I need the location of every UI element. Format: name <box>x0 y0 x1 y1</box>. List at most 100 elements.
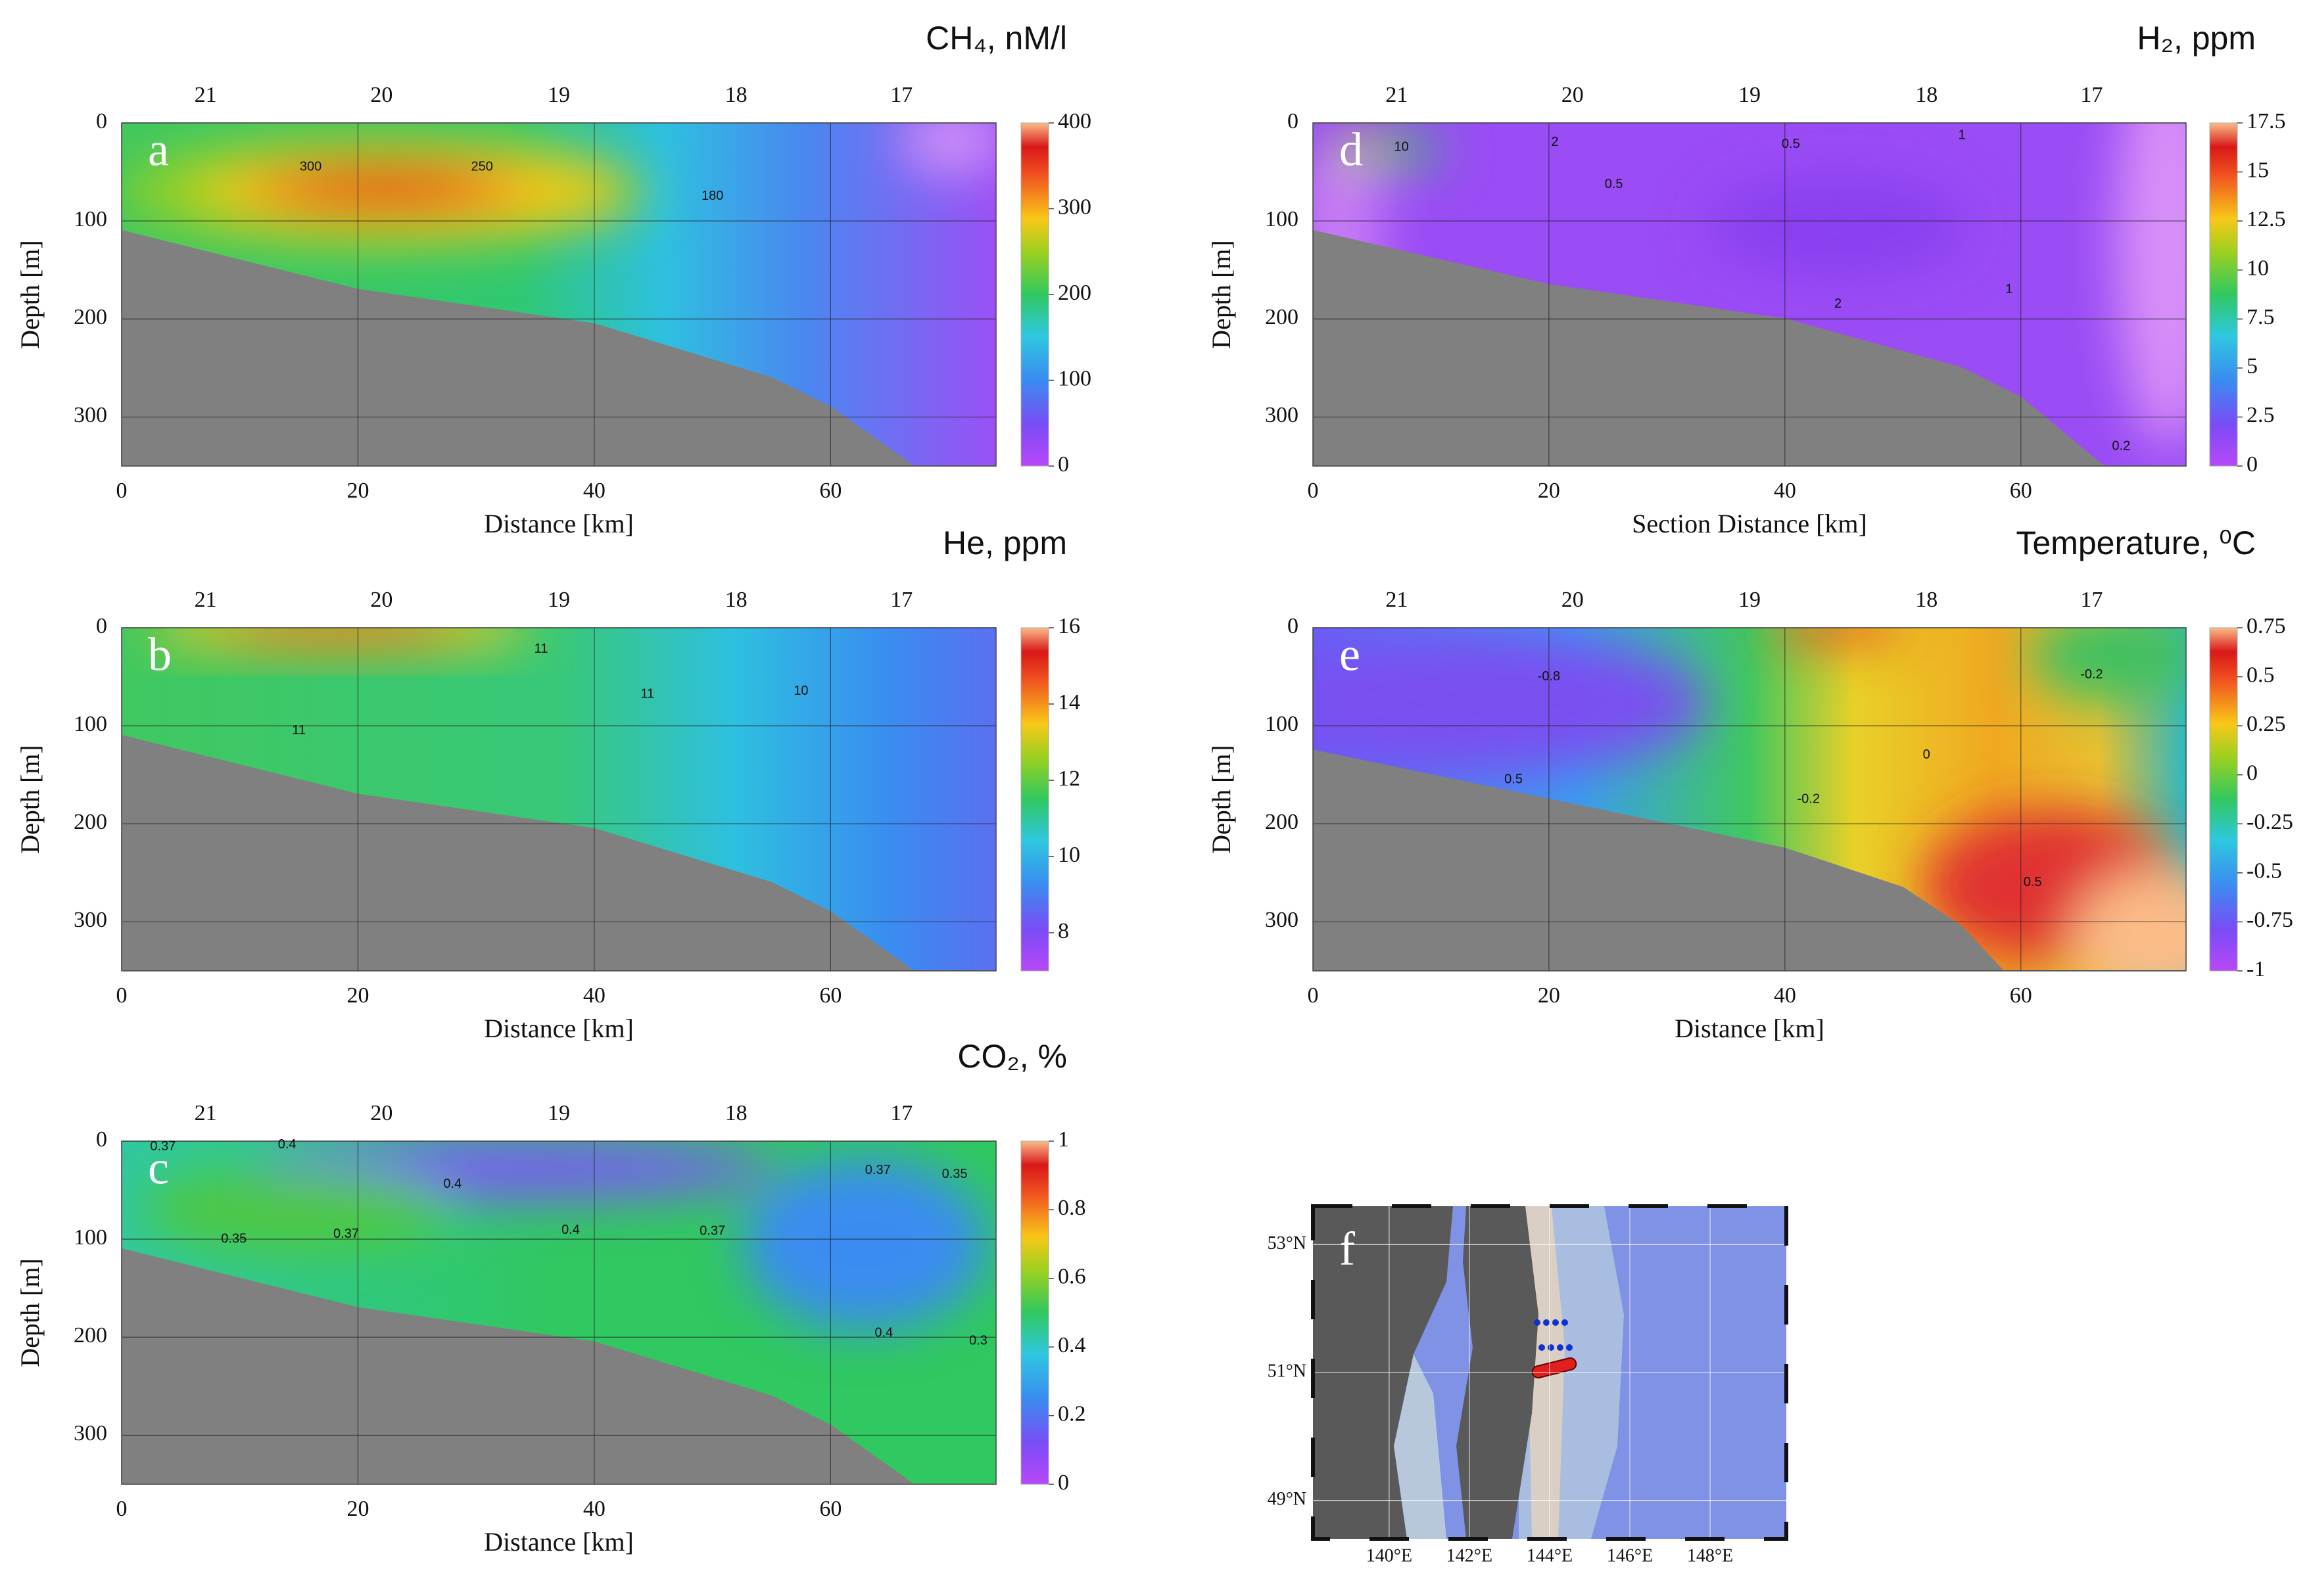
colorbar <box>1020 1140 1049 1485</box>
contour-label: 11 <box>535 642 548 656</box>
contour-label: 10 <box>1394 140 1408 154</box>
contour-label: 1 <box>1958 128 1965 143</box>
y-axis-label: Depth [m] <box>15 240 45 349</box>
x-axis-label: Section Distance [km] <box>1632 509 1867 538</box>
field-blob <box>1330 141 1383 159</box>
contour-label: 0.5 <box>1605 177 1623 191</box>
contour-label: 0.35 <box>221 1231 247 1246</box>
contour-label: 0.5 <box>2024 875 2042 889</box>
y-tick-label: 300 <box>1265 908 1298 932</box>
colorbar-tick-label: -1 <box>2247 957 2265 981</box>
field-blob <box>2028 628 2186 703</box>
y-axis-label: Depth [m] <box>15 1258 45 1367</box>
station-label: 18 <box>725 83 748 107</box>
station-label: 17 <box>890 588 913 612</box>
contour-label: 250 <box>471 159 492 174</box>
y-tick-label: 0 <box>96 109 107 133</box>
colorbar-tick-label: 200 <box>1058 281 1091 305</box>
station-label: 17 <box>890 1101 913 1125</box>
colorbar-tick-label: 0 <box>2247 761 2258 786</box>
station-label: 20 <box>1561 83 1584 107</box>
colorbar <box>2209 627 2238 972</box>
colorbar <box>2209 122 2238 467</box>
field-blob <box>1767 628 1907 642</box>
x-tick-label: 20 <box>1538 983 1560 1008</box>
colorbar <box>1020 627 1049 972</box>
y-tick-label: 0 <box>1287 109 1298 133</box>
y-tick-label: 100 <box>74 207 107 231</box>
x-axis-label: Distance [km] <box>1675 1014 1824 1043</box>
y-tick-label: 300 <box>1265 403 1298 427</box>
lat-tick-label: 49°N <box>1268 1489 1306 1509</box>
station-label: 21 <box>195 588 217 612</box>
contour-label: 180 <box>702 189 723 203</box>
field-blobs <box>139 1141 988 1330</box>
station-dot <box>1538 1344 1545 1351</box>
colorbar-tick-label: 10 <box>2247 256 2269 281</box>
y-axis-label: Depth [m] <box>1206 240 1236 349</box>
colorbar-tick-label: 400 <box>1058 109 1091 133</box>
x-tick-label: 60 <box>819 1497 842 1521</box>
x-tick-label: 60 <box>819 983 842 1008</box>
contour-label: 10 <box>794 684 808 698</box>
contour-label: 0.3 <box>969 1334 988 1348</box>
colorbar-tick-label: 300 <box>1058 195 1091 219</box>
contour-label: 0.5 <box>1782 137 1800 151</box>
map-frame <box>1311 1204 1788 1541</box>
plot-frame <box>1312 627 2187 972</box>
x-tick-label: 60 <box>2010 983 2032 1008</box>
y-tick-label: 300 <box>74 908 107 932</box>
station-label: 19 <box>548 588 570 612</box>
colorbar-tick-label: 12.5 <box>2247 207 2286 231</box>
field-blob <box>297 174 471 202</box>
colorbar-tick-label: 0.25 <box>2247 712 2286 736</box>
chart-title: CH₄, nM/l <box>926 20 1067 57</box>
station-label: 19 <box>548 83 570 107</box>
x-tick-label: 0 <box>116 983 128 1008</box>
x-axis-label: Distance [km] <box>484 1014 634 1043</box>
y-tick-label: 0 <box>1287 614 1298 638</box>
station-label: 20 <box>370 1101 393 1125</box>
plot-frame <box>121 122 997 467</box>
contour-label: 0.37 <box>865 1163 891 1177</box>
station-label: 19 <box>1738 83 1761 107</box>
station-label: 21 <box>195 1101 217 1125</box>
colorbar-tick-label: 10 <box>1058 843 1080 867</box>
contour-label: 11 <box>292 723 306 738</box>
contour-label: 0.35 <box>942 1167 968 1181</box>
chart-title: H₂, ppm <box>2137 20 2256 57</box>
plot-frame <box>121 1140 997 1485</box>
station-dot <box>1566 1344 1573 1351</box>
station-dot <box>1534 1319 1540 1326</box>
colorbar-tick-label: 0.4 <box>1058 1333 1086 1357</box>
lon-tick-label: 146°E <box>1607 1545 1653 1566</box>
field-blob <box>2116 123 2186 449</box>
colorbar-tick-label: 0.6 <box>1058 1265 1086 1289</box>
panel: 0 20 40 60 0 100 200 300 21 20 19 18 17 0.37 0.4 0.4 0.3… <box>15 1038 1085 1557</box>
station-label: 20 <box>1561 588 1584 612</box>
colorbar-tick-label: 12 <box>1058 766 1080 791</box>
contour-label: 0.4 <box>278 1137 297 1152</box>
colorbar-tick-label: 0.2 <box>1058 1401 1086 1426</box>
lat-tick-label: 51°N <box>1268 1361 1306 1381</box>
plot-frame <box>1312 122 2187 467</box>
station-label: 18 <box>1915 588 1938 612</box>
station-label: 18 <box>1915 83 1938 107</box>
colorbar-tick-label: 15 <box>2247 158 2269 182</box>
y-tick-label: 100 <box>74 1225 107 1250</box>
lon-tick-label: 142°E <box>1446 1545 1492 1566</box>
plot-frame <box>121 627 997 972</box>
panel-letter: e <box>1339 628 1360 681</box>
station-dot <box>1543 1319 1550 1326</box>
y-axis-label: Depth [m] <box>1206 745 1236 854</box>
field-blobs <box>122 123 996 246</box>
x-tick-label: 60 <box>819 479 842 503</box>
field-blob <box>1705 174 1968 277</box>
y-tick-label: 200 <box>74 305 107 329</box>
x-tick-label: 20 <box>346 479 369 503</box>
seafloor <box>1313 750 2186 971</box>
panel-letter: d <box>1339 124 1363 176</box>
colorbar-tick-label: 0 <box>1058 1470 1069 1495</box>
station-label: 18 <box>725 588 748 612</box>
